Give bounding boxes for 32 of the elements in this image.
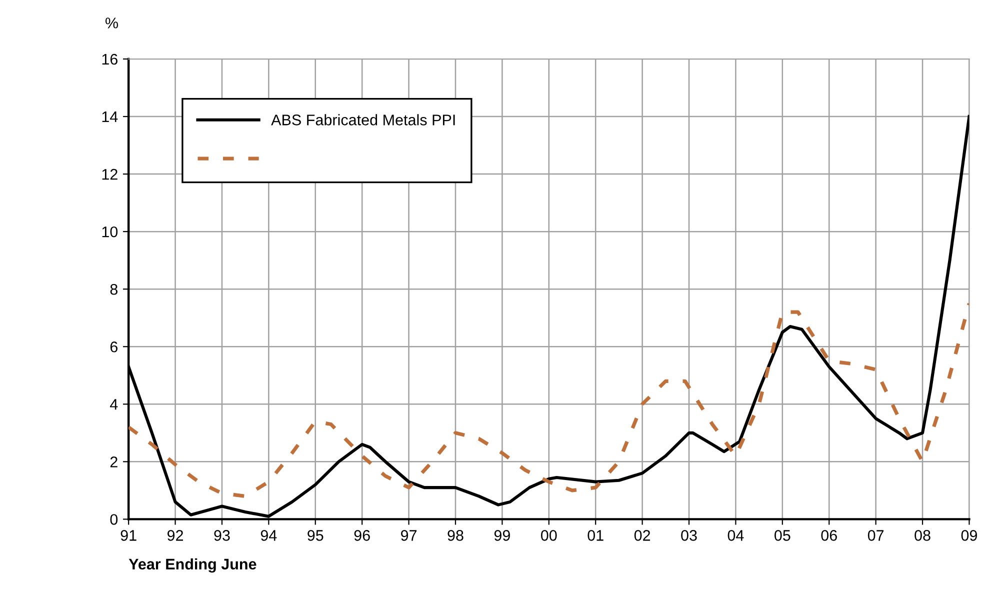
x-tick-label: 08 (914, 530, 930, 541)
x-tick-label: 03 (681, 530, 697, 541)
x-tick-label: 00 (540, 530, 557, 541)
x-tick-label: 01 (588, 530, 604, 541)
y-tick-label: 2 (110, 456, 118, 468)
x-tick-label: 06 (821, 530, 837, 541)
x-tick-label: 95 (308, 530, 324, 541)
x-tick-label: 02 (634, 530, 650, 541)
y-tick-label: 6 (110, 341, 118, 352)
y-tick-label: 8 (110, 284, 118, 295)
legend-label: ABS Fabricated Metals PPI (271, 114, 455, 126)
y-tick-label: 0 (110, 514, 118, 525)
x-tick-label: 98 (448, 530, 464, 541)
y-tick-label: 14 (102, 112, 118, 122)
x-tick-label: 07 (868, 530, 884, 541)
y-tick-label: 16 (102, 54, 118, 65)
x-tick-label: 96 (354, 530, 370, 541)
line-series (128, 302, 970, 498)
x-tick-label: 92 (167, 530, 184, 541)
x-tick-label: 91 (120, 530, 136, 541)
x-tick-label: 94 (260, 530, 277, 541)
x-tick-label: 93 (214, 530, 230, 541)
x-tick-label: 09 (961, 530, 977, 541)
y-axis-title: % (106, 18, 118, 28)
y-tick-label: 10 (102, 226, 118, 238)
y-tick-label: 12 (102, 168, 118, 180)
x-tick-label: 99 (494, 530, 510, 541)
y-tick-label: 4 (110, 399, 118, 410)
x-axis-title: Year Ending June (128, 558, 256, 573)
x-tick-label: 04 (728, 530, 744, 541)
x-tick-label: 05 (774, 530, 790, 541)
x-tick-label: 97 (401, 530, 417, 541)
